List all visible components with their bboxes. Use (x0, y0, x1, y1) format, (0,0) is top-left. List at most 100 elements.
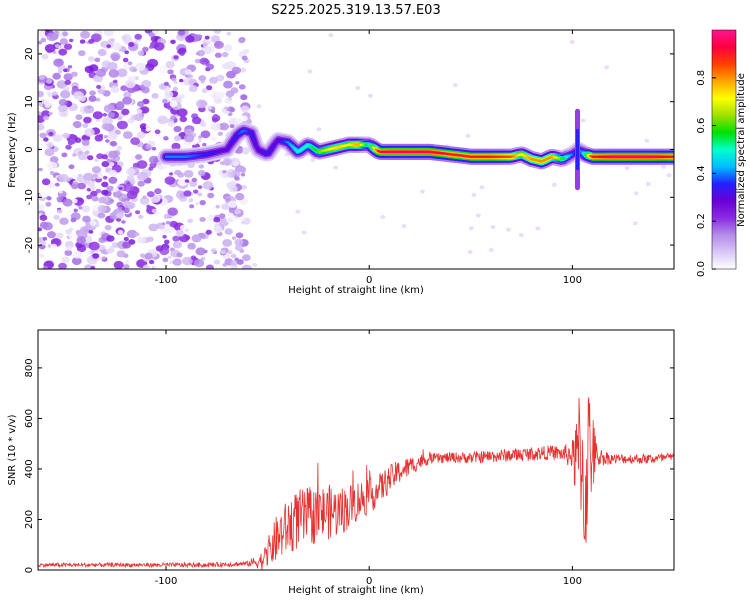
spectrogram-noise-blob (202, 42, 209, 47)
spectrogram-noise-blob (167, 255, 172, 259)
colorbar-tick-label: 0.2 (696, 213, 707, 229)
spectrogram-ytick-label: 0 (24, 146, 35, 152)
spectrogram-noise-blob (113, 260, 124, 269)
spectrogram-noise-blob (156, 98, 163, 104)
spectrogram-noise-blob (148, 259, 155, 265)
spectrogram-noise-blob (122, 57, 129, 63)
spectrogram-noise-blob (106, 185, 114, 192)
spectrogram-noise-blob (310, 157, 316, 162)
spectrogram-noise-blob (199, 57, 209, 65)
spectrogram-noise-blob (116, 250, 126, 258)
spectrogram-noise-blob (164, 176, 176, 185)
spectrogram-noise-blob (210, 35, 220, 43)
spectrogram-noise-blob (71, 198, 78, 204)
spectrogram-noise-blob (490, 225, 496, 230)
spectrogram-noise-blob (103, 135, 109, 139)
spectrogram-noise-blob (188, 74, 194, 79)
spectrogram-noise-blob (301, 230, 307, 235)
spectrogram-noise-blob (108, 169, 118, 177)
spectrogram-noise-blob (62, 132, 70, 139)
spectrogram-noise-blob (110, 52, 121, 61)
spectrogram-noise-blob (92, 173, 98, 178)
spectrogram-noise-blob (401, 224, 407, 229)
spectrogram-noise-blob (159, 225, 165, 230)
spectrogram-noise-blob (55, 232, 64, 239)
spectrogram-noise-blob (174, 169, 182, 176)
spectrogram-noise-blob (65, 229, 72, 235)
spectrogram-noise-blob (465, 133, 471, 138)
spectrogram-noise-blob (123, 264, 130, 269)
spectrogram-noise-blob (174, 135, 182, 142)
spectrogram-noise-blob (78, 151, 83, 155)
spectrogram-noise-blob (661, 164, 667, 169)
spectrogram-noise-blob (171, 77, 177, 82)
spectrogram-noise-blob (235, 192, 245, 201)
spectrogram-noise-blob (59, 38, 68, 45)
spectrogram-noise-blob (235, 81, 240, 85)
spectrogram-noise-blob (154, 264, 162, 269)
spectrogram-noise-blob (69, 138, 76, 145)
spectrogram-noise-blob (239, 67, 247, 73)
spectrogram-noise-blob (56, 209, 63, 214)
spectrogram-noise-blob (100, 85, 106, 90)
spectrogram-noise-blob (238, 37, 245, 44)
spectrogram-noise-blob (72, 153, 77, 157)
spectrogram-noise-blob (213, 259, 220, 265)
spectrogram-noise-blob (207, 105, 213, 110)
spectrogram-noise-blob (89, 90, 96, 96)
spectrogram-noise-blob (179, 116, 188, 123)
spectrogram-noise-blob (38, 203, 45, 212)
spectrogram-noise-blob (90, 265, 96, 269)
spectrogram-noise-blob (198, 164, 205, 169)
spectrogram-noise-blob (241, 185, 247, 190)
spectrogram-noise-blob (189, 204, 195, 209)
spectrogram-noise-blob (108, 162, 115, 167)
spectrogram-noise-blob (58, 98, 68, 106)
spectrogram-noise-blob (56, 80, 67, 89)
spectrogram-noise-blob (117, 206, 122, 210)
spectrogram-noise-blob (68, 164, 75, 170)
spectrogram-noise-blob (231, 66, 242, 75)
spectrogram-noise-blob (95, 97, 101, 102)
spectrogram-noise-blob (551, 182, 557, 187)
spectrogram-noise-blob (38, 90, 44, 98)
spectrogram-noise-blob (80, 30, 91, 39)
spectrogram-noise-blob (162, 235, 167, 239)
spectrogram-noise-blob (129, 156, 137, 163)
spectrogram-noise-blob (126, 168, 136, 176)
spectrogram-noise-blob (144, 252, 153, 260)
spectrogram-noise-blob (170, 39, 176, 44)
spectrogram-noise-blob (256, 104, 262, 109)
spectrogram-noise-blob (57, 104, 68, 113)
spectrogram-noise-blob (123, 207, 130, 214)
spectrogram-noise-blob (169, 172, 174, 176)
spectrogram-noise-blob (136, 131, 146, 139)
spectrogram-noise-blob (62, 31, 69, 37)
spectrogram-noise-blob (210, 90, 222, 100)
spectrogram-noise-blob (45, 30, 50, 33)
spectrogram-noise-blob (167, 69, 174, 75)
spectrogram-noise-blob (173, 80, 178, 85)
spectrogram-noise-blob (229, 124, 235, 129)
spectrogram-noise-blob (124, 50, 130, 55)
spectrogram-noise-blob (175, 229, 185, 237)
spectrogram-noise-blob (107, 132, 118, 141)
spectrogram-noise-blob (95, 188, 102, 194)
spectrogram-noise-blob (129, 66, 137, 73)
spectrogram-noise-blob (94, 172, 104, 179)
snr-series-line (38, 397, 674, 570)
spectrogram-noise-blob (92, 204, 100, 211)
spectrogram-noise-blob (172, 235, 180, 242)
spectrogram-noise-blob (118, 186, 123, 190)
spectrogram-noise-blob (535, 226, 541, 231)
spectrogram-noise-blob (155, 211, 160, 216)
spectrogram-noise-blob (137, 50, 145, 56)
spectrogram-noise-blob (40, 240, 46, 246)
colorbar-tick-label: 0.6 (696, 118, 707, 134)
spectrogram-noise-blob (139, 197, 150, 205)
spectrogram-noise-blob (107, 112, 115, 119)
snr-xtick-label: -100 (155, 576, 178, 587)
spectrogram-noise-blob (112, 190, 122, 198)
